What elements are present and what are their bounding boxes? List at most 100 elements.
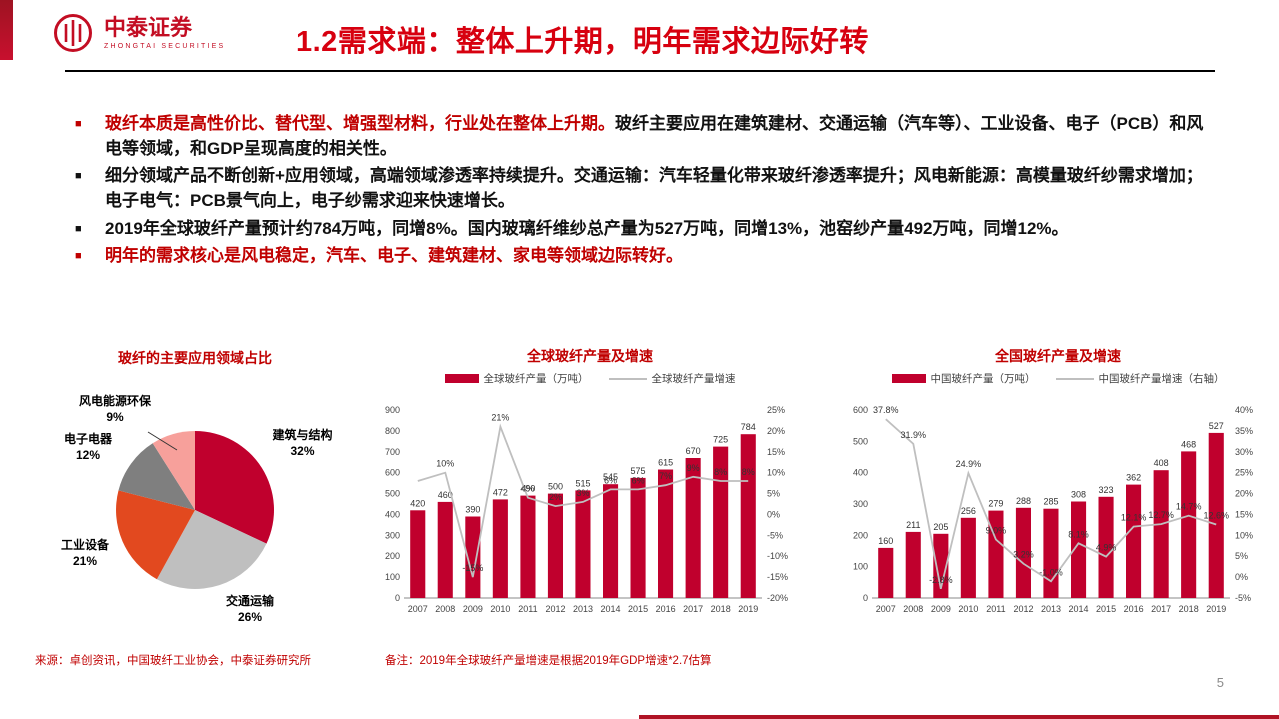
y-left-tick: 200 [385,551,400,561]
bar [1098,496,1114,598]
global-output-chart-block: 全球玻纤产量及增速 全球玻纤产量（万吨） 全球玻纤产量增速 0 100 200 300… [370,346,810,616]
bullet-marker: ■ [75,118,82,130]
bar-value-label: 205 [933,522,948,532]
x-tick-label: 2014 [1069,604,1089,614]
bar-value-label: 468 [1181,439,1196,449]
legend-label: 全球玻纤产量（万吨） [483,373,589,385]
y-right-tick: 15% [767,447,785,457]
bullet-segment: 明年的需求核心是风电稳定，汽车、电子、建筑建材、家电等领域边际转好。 [105,246,683,266]
bar [465,516,481,598]
growth-label: -1.0% [1039,567,1063,577]
bar-value-label: 390 [465,505,480,515]
pie-slice-0 [195,431,275,544]
china-output-chart-block: 全国玻纤产量及增速 中国玻纤产量（万吨） 中国玻纤产量增速（右轴） 0 100 20… [838,346,1278,616]
growth-label: 4.9% [1096,543,1117,553]
x-tick-label: 2019 [1206,604,1226,614]
source-note: 来源：卓创资讯，中国玻纤工业协会，中泰证券研究所 [35,655,311,667]
page-number: 5 [1216,675,1224,690]
pie-label-text: 交通运输 [225,594,274,608]
bullet-text: 2019年全球玻纤产量预计约784万吨，同增8%。国内玻璃纤维纱总产量为527万… [105,217,1215,242]
bullet-marker: ■ [75,222,82,235]
bar [1043,508,1059,598]
bar [905,531,921,598]
global-chart-title: 全球玻纤产量及增速 [527,348,653,364]
growth-label: 8.1% [1068,529,1089,539]
line-legend-swatch [608,377,647,380]
bar-value-label: 323 [1099,485,1114,495]
y-left-tick: 0 [863,593,868,603]
bullet-item: ■ 细分领域产品不断创新+应用领域，高端领域渗透率持续提升。交通运输：汽车轻量化带… [75,164,1215,213]
x-tick-label: 2017 [1151,604,1171,614]
y-right-tick: 20% [1235,489,1253,499]
x-tick-label: 2018 [711,604,731,614]
bar-value-label: 160 [878,536,893,546]
bar [658,469,674,598]
x-tick-label: 2010 [490,604,510,614]
x-tick-label: 2011 [518,604,537,614]
bar-value-label: 670 [686,446,701,456]
header-divider [65,70,1215,72]
bar-value-label: 472 [493,487,508,497]
bar-value-label: 490 [520,484,535,494]
bar [520,495,536,598]
growth-label: 10% [436,459,454,469]
bar-value-label: 408 [1154,458,1169,468]
bar [410,510,426,598]
pie-label-wind-energy: 风电能源环保 9% [50,394,180,425]
y-right-tick: 0% [1235,572,1248,582]
y-right-tick: -5% [1235,593,1251,603]
legend-item-bars: 中国玻纤产量（万吨） [891,371,1036,386]
growth-label: 24.9% [956,459,982,469]
legend-item-line: 全球玻纤产量增速 [608,371,736,386]
legend-item-bars: 全球玻纤产量（万吨） [444,371,589,386]
x-tick-label: 2012 [545,604,565,614]
x-tick-label: 2009 [463,604,483,614]
bar-value-label: 545 [603,472,618,482]
growth-label: -15% [462,563,483,573]
bar [575,490,591,598]
y-left-tick: 0 [395,593,400,603]
y-right-tick: 15% [1235,509,1253,519]
pie-leader-line [147,431,178,451]
pie-chart [116,431,275,589]
bullet-text: 明年的需求核心是风电稳定，汽车、电子、建筑建材、家电等领域边际转好。 [105,244,1215,269]
growth-label: 12.7% [1148,510,1174,520]
bullet-segment: 玻纤本质是高性价比、替代型、增强型材料，行业处在整体上升期。 [105,114,615,133]
growth-label: 9.0% [986,526,1007,536]
bar-legend-swatch [891,374,926,383]
bar-value-label: 211 [906,520,920,530]
pie-label-pct: 32% [290,443,315,458]
bar-value-label: 725 [713,435,728,445]
growth-label: 2% [549,492,562,502]
growth-label: 12.6% [1203,510,1229,520]
growth-label: 8% [742,467,755,477]
bar-value-label: 256 [961,506,976,516]
pie-slice-1 [156,510,267,589]
x-tick-label: 2007 [408,604,428,614]
global-chart-legend: 全球玻纤产量（万吨） 全球玻纤产量增速 [370,371,810,386]
growth-label: 9% [687,463,700,473]
logo-subtitle: ZHONGTAI SECURITIES [104,42,226,50]
y-right-tick: 30% [1235,447,1253,457]
y-left-tick: 800 [385,426,400,436]
pie-label-text: 建筑与结构 [272,428,333,442]
bar [437,501,453,598]
y-left-tick: 200 [853,530,868,540]
pie-label-construction: 建筑与结构 32% [255,428,350,459]
china-chart-legend: 中国玻纤产量（万吨） 中国玻纤产量增速（右轴） [838,371,1278,386]
growth-label: 8% [714,467,727,477]
x-tick-label: 2016 [656,604,676,614]
y-right-tick: 20% [767,426,785,436]
pie-label-text: 风电能源环保 [78,394,151,408]
bar-value-label: 575 [631,466,646,476]
bar [630,477,646,598]
pie-label-pct: 21% [72,553,98,568]
pie-chart-block: 玻纤的主要应用领域占比 风电能源环保 9% 电子电器 12% 工业设备 21% … [30,348,360,653]
legend-item-line: 中国玻纤产量增速（右轴） [1055,371,1225,386]
bar [1181,451,1197,598]
y-right-tick: 40% [1235,405,1253,415]
y-right-tick: 10% [1235,530,1253,540]
pie-label-text: 工业设备 [60,538,109,552]
bullet-item: ■ 玻纤本质是高性价比、替代型、增强型材料，行业处在整体上升期。玻纤主要应用在建筑… [75,112,1215,161]
pie-label-transport: 交通运输 26% [190,594,310,625]
